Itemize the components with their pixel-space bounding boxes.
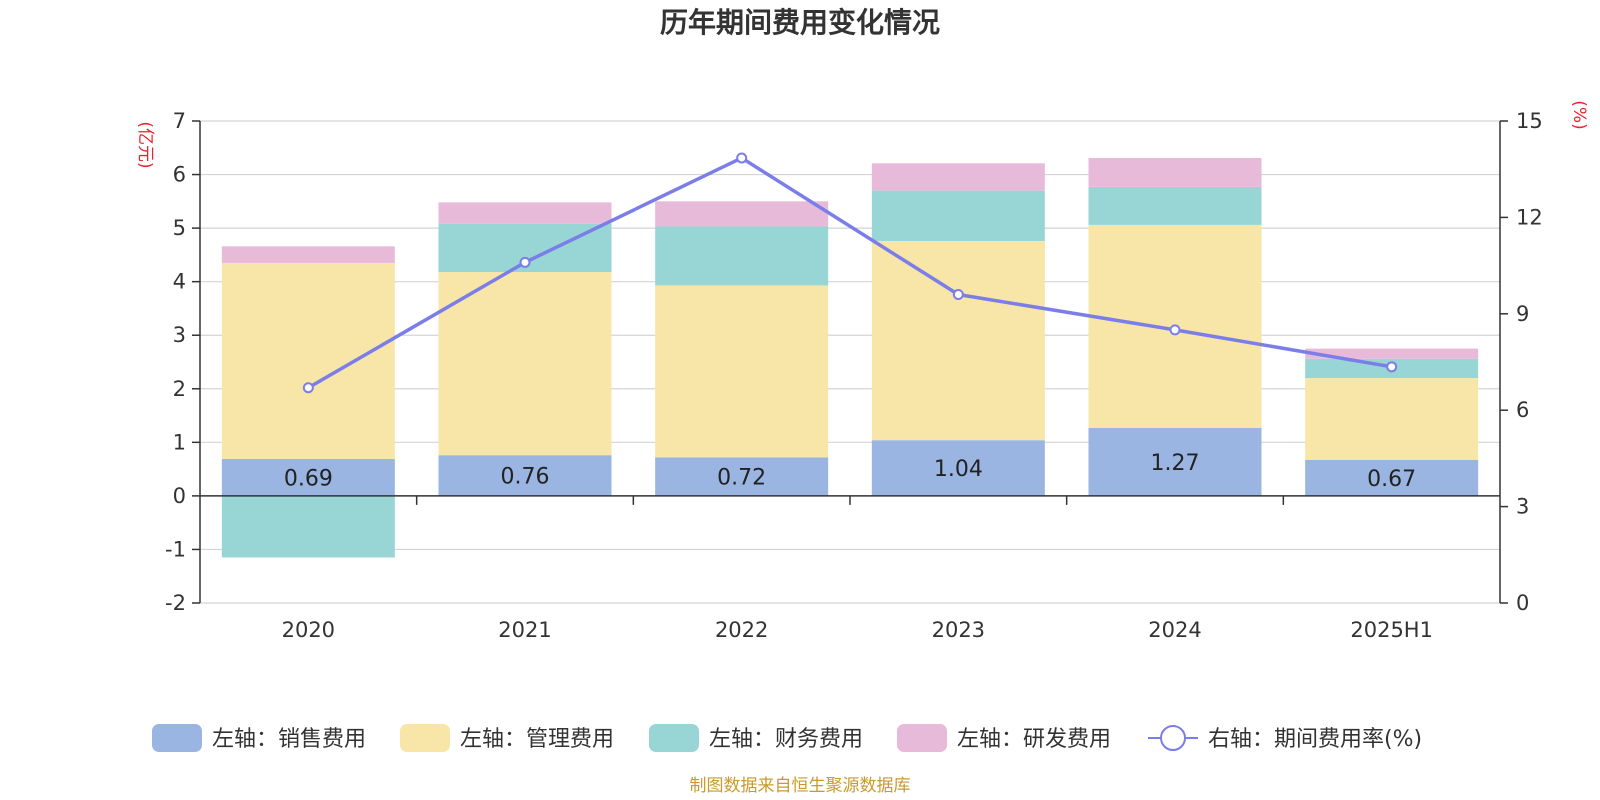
bar-segment — [871, 440, 1045, 496]
bar-segment — [871, 163, 1045, 191]
left-axis-tick-label: -2 — [165, 591, 186, 615]
chart-title: 历年期间费用变化情况 — [660, 6, 940, 39]
bar-segment — [655, 226, 829, 286]
legend-marker — [1160, 725, 1186, 751]
bar-segment — [871, 190, 1045, 241]
rate-point — [302, 382, 314, 394]
data-source-note: 制图数据来自恒生聚源数据库 — [690, 776, 911, 796]
right-axis-tick-label: 15 — [1516, 109, 1543, 133]
x-axis-tick-label: 2021 — [498, 618, 551, 642]
left-axis-unit: (亿元) — [135, 121, 155, 168]
bar-value-label: 1.27 — [1151, 451, 1200, 476]
legend-label: 左轴：研发费用 — [957, 727, 1111, 752]
left-axis-tick-label: 7 — [173, 109, 186, 133]
left-axis-tick-label: 6 — [173, 163, 186, 187]
bar-value-label: 1.04 — [934, 457, 983, 482]
bar-value-label: 0.69 — [284, 466, 333, 491]
bar-segment — [655, 201, 829, 227]
bar-segment — [221, 495, 395, 558]
legend-label: 左轴：管理费用 — [460, 727, 614, 752]
bar-segment — [655, 285, 829, 458]
right-axis-unit: (%) — [1569, 100, 1589, 129]
bar-segment — [1088, 157, 1262, 187]
bar-segment — [438, 272, 612, 456]
bar-value-labels: 0.69 0.76 0.72 1.04 1.27 0.67 — [284, 451, 1416, 492]
bar-segment — [655, 457, 829, 496]
bar-segment — [438, 455, 612, 496]
bar-value-label: 0.67 — [1367, 467, 1416, 492]
right-axis-tick-label: 6 — [1516, 398, 1529, 422]
bar-segment — [1305, 460, 1479, 496]
x-axis-tick-label: 2022 — [715, 618, 768, 642]
bar-segment — [1088, 186, 1262, 225]
rate-line — [307, 155, 1392, 390]
bar-series — [221, 157, 1479, 558]
left-axis-tick-label: 0 — [173, 484, 186, 508]
right-axis-tick-label: 3 — [1516, 495, 1529, 519]
x-axis-tick-label: 2020 — [282, 618, 335, 642]
right-axis-tick-label: 0 — [1516, 591, 1529, 615]
bar-segment — [1088, 427, 1262, 496]
x-axis-tick-label: 2025H1 — [1350, 618, 1433, 642]
bar-segment — [221, 458, 395, 496]
left-axis-tick-label: 4 — [173, 270, 186, 294]
bar-segment — [438, 202, 612, 224]
left-axis-tick-label: 2 — [173, 377, 186, 401]
bar-segment — [221, 246, 395, 263]
grid-lines — [200, 120, 1500, 604]
legend-label: 左轴：财务费用 — [709, 727, 863, 752]
legend-swatch — [897, 724, 947, 752]
bar-segment — [1305, 378, 1479, 461]
x-axis-tick-label: 2023 — [932, 618, 985, 642]
right-axis-tick-label: 9 — [1516, 302, 1529, 326]
legend-swatch — [649, 724, 699, 752]
rate-point — [952, 289, 964, 301]
bar-segment — [1305, 348, 1479, 359]
bar-value-label: 0.76 — [501, 465, 550, 490]
legend-label: 右轴：期间费用率(%) — [1208, 727, 1422, 752]
rate-point — [736, 152, 748, 164]
rate-line-series — [302, 152, 1398, 394]
bar-value-label: 0.72 — [717, 466, 766, 491]
left-axis-tick-label: 5 — [173, 216, 186, 240]
left-axis-tick-label: -1 — [165, 537, 186, 561]
rate-point — [1169, 324, 1181, 336]
left-axis-tick-label: 3 — [173, 323, 186, 347]
bar-segment — [221, 262, 395, 459]
right-axis-tick-label: 12 — [1516, 205, 1543, 229]
legend-swatch — [152, 724, 202, 752]
x-axis-tick-label: 2024 — [1148, 618, 1201, 642]
bar-segment — [871, 240, 1045, 441]
left-axis-tick-label: 1 — [173, 430, 186, 454]
rate-point — [519, 256, 531, 268]
legend-label: 左轴：销售费用 — [212, 727, 366, 752]
legend: 左轴：销售费用 左轴：管理费用 左轴：财务费用 左轴：研发费用 右轴：期间费用率(%) — [152, 724, 1422, 752]
legend-swatch — [400, 724, 450, 752]
rate-point — [1386, 361, 1398, 373]
